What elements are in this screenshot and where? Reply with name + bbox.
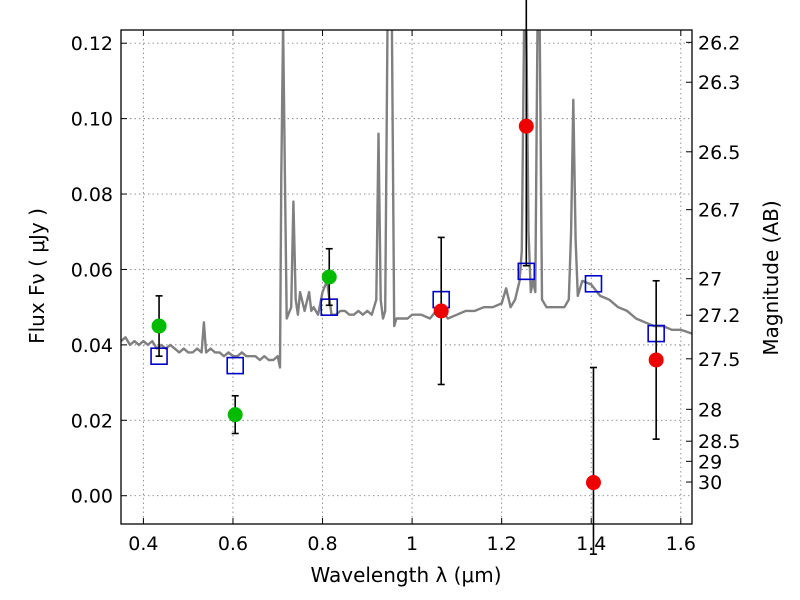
red-point [648,352,664,368]
y-tick-label: 0.00 [71,486,113,508]
red-point [433,303,449,319]
magnitude-tick-label: 27.2 [698,305,740,327]
x-tick-label: 1 [406,533,418,555]
x-tick-label: 1.6 [666,533,696,555]
magnitude-tick-label: 27.5 [698,349,740,371]
green-point [151,318,167,334]
y-tick-label: 0.06 [71,259,113,281]
magnitude-tick-label: 26.3 [698,72,740,94]
red-point [585,475,601,491]
y-tick-label: 0.04 [71,335,113,357]
magnitude-tick-label: 26.5 [698,142,740,164]
x-tick-label: 1.4 [576,533,606,555]
plot-frame [120,29,693,525]
y-tick-label: 0.02 [71,410,113,432]
magnitude-tick-label: 26.7 [698,200,740,222]
x-axis-title: Wavelength λ (μm) [310,563,501,587]
magnitude-tick-label: 29 [698,451,722,473]
x-tick-labels: 0.4 0.6 0.8 1 1.2 1.4 1.6 [128,533,696,555]
y-axis-title: Flux Fν ( μJy ) [25,208,49,344]
photometry-points [150,0,665,555]
right-axis-title: Magnitude (AB) [759,200,783,355]
grid [121,30,692,524]
y-tick-label: 0.10 [71,109,113,131]
red-point [518,118,534,134]
y-tick-label: 0.08 [71,184,113,206]
x-tick-label: 0.8 [307,533,337,555]
magnitude-tick-label: 28.5 [698,431,740,453]
green-point [321,269,337,285]
spectrum-line [121,30,692,369]
x-tick-label: 0.4 [128,533,158,555]
magnitude-tick-label: 30 [698,472,722,494]
y-tick-labels: 0.00 0.02 0.04 0.06 0.08 0.10 0.12 [71,33,113,508]
model-square [584,274,603,293]
x-tick-label: 1.2 [487,533,517,555]
green-point [227,407,243,423]
y-tick-label: 0.12 [71,33,113,55]
spectrum [121,30,692,369]
model-square [226,356,244,375]
magnitude-tick-label: 27 [698,269,722,291]
axis-ticks [121,30,692,524]
magnitude-tick-label: 28 [698,399,722,421]
magnitude-tick-label: 26.2 [698,32,740,54]
x-tick-label: 0.6 [218,533,248,555]
